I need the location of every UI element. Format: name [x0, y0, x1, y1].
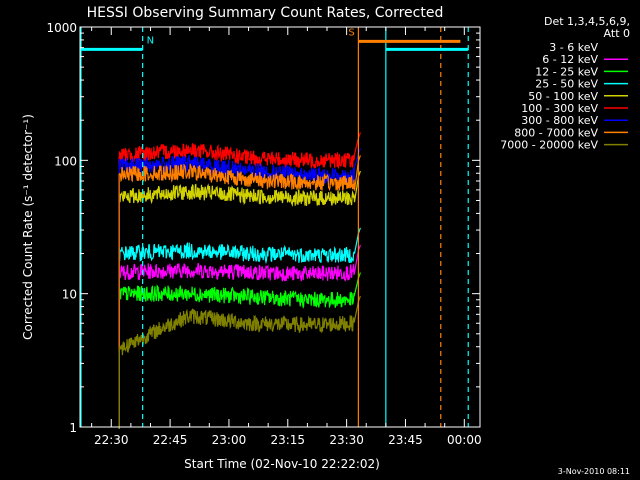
plot-frame — [79, 26, 481, 428]
x-tick-label-7: 00:00 — [447, 433, 482, 447]
y-tick-label-2: 10 — [62, 288, 77, 302]
series-line-9 — [118, 295, 361, 429]
x-tick-label-3: 23:00 — [212, 433, 247, 447]
x-tick-label-2: 22:45 — [153, 433, 188, 447]
legend-label-6: 100 - 300 keV — [521, 102, 598, 115]
series-line-2 — [118, 244, 361, 429]
x-tick-label-5: 23:30 — [329, 433, 364, 447]
y-tick-label-1: 1 — [69, 421, 77, 435]
x-axis-label: Start Time (02-Nov-10 22:22:02) — [184, 457, 380, 471]
y-axis-label: Corrected Count Rate (s⁻¹ detector⁻¹) — [21, 114, 35, 340]
marker-layer: NS — [80, 27, 469, 427]
legend-header-line-2: Att 0 — [604, 27, 630, 40]
y-tick-label-3: 100 — [54, 154, 77, 168]
legend-label-3: 12 - 25 keV — [535, 65, 598, 78]
legend-label-1: 3 - 6 keV — [549, 41, 598, 54]
legend-label-2: 6 - 12 keV — [542, 53, 598, 66]
chart-title: HESSI Observing Summary Count Rates, Cor… — [87, 5, 444, 21]
series-line-7 — [118, 148, 361, 429]
series-line-3 — [118, 272, 361, 429]
legend-label-8: 800 - 7000 keV — [514, 126, 598, 139]
legend-label-9: 7000 - 20000 keV — [500, 139, 598, 152]
legend-label-4: 25 - 50 keV — [535, 78, 598, 91]
x-tick-label-4: 23:15 — [270, 433, 305, 447]
series-line-4 — [118, 227, 361, 429]
series-line-6 — [118, 132, 361, 429]
x-tick-label-1: 22:30 — [94, 433, 129, 447]
timestamp: 3-Nov-2010 08:11 — [558, 467, 630, 476]
data-layer — [118, 132, 361, 429]
annotation-label-s: S — [348, 27, 354, 38]
axes-layer: 22:30 22:45 23:00 23:15 23:30 23:45 00:00 1 10 10… — [46, 21, 481, 447]
y-tick-label-4: 1000 — [46, 21, 77, 35]
legend-header-line-1: Det 1,3,4,5,6,9, — [544, 15, 630, 28]
x-tick-label-6: 23:45 — [388, 433, 423, 447]
annotation-label-n: N — [147, 35, 154, 46]
legend-label-7: 300 - 800 keV — [521, 114, 598, 127]
legend-label-5: 50 - 100 keV — [528, 90, 598, 103]
series-line-8 — [118, 155, 361, 429]
series-line-1 — [138, 312, 361, 429]
series-line-5 — [118, 170, 361, 429]
